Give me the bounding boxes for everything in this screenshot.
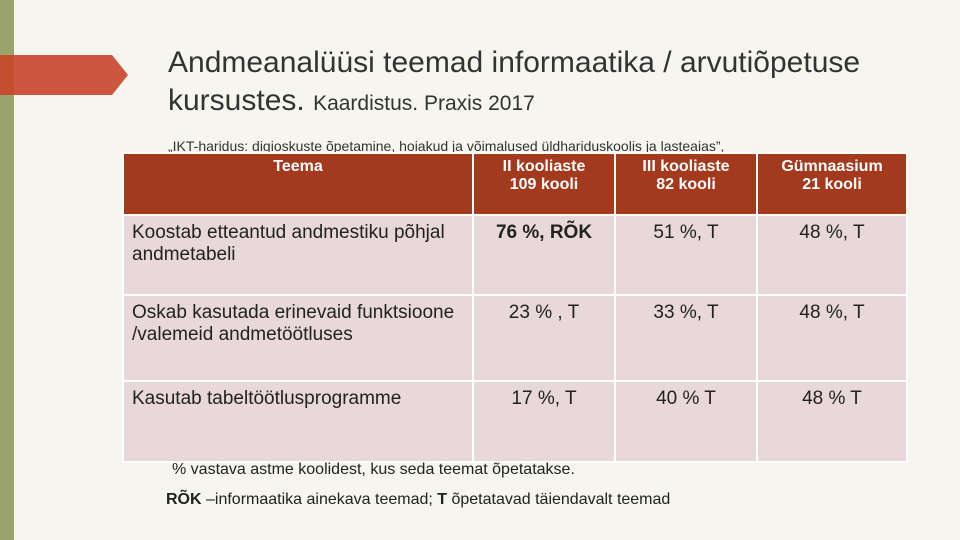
footnote-bold: T [437,491,448,508]
header-name: Gümnaasium [781,158,883,175]
header-cell: II kooliaste 109 kooli [472,152,616,216]
title-main: Andmeanalüüsi teemad informaatika / arvu… [168,46,861,117]
header-row: Teema II kooliaste 109 kooli III kooliaste 8… [122,152,908,216]
table-row: Koostab etteantud andmestiku põhjal andm… [122,214,908,296]
header-count: 21 kooli [802,176,862,193]
table-body: Koostab etteantud andmestiku põhjal andm… [122,214,908,463]
table-cell: 33 %, T [614,294,758,382]
footnote: % vastava astme koolidest, kus seda teem… [172,461,575,478]
table-cell: 48 %, T [756,214,908,296]
footnote-text: õpetatavad täiendavalt teemad [447,491,671,508]
table-cell: 48 %, T [756,294,908,382]
decoration [0,0,128,540]
header-count: 82 kooli [656,176,716,193]
table-cell: 76 %, RÕK [472,214,616,296]
table-row: Oskab kasutada erinevaid funktsioone /va… [122,294,908,382]
table: Teema II kooliaste 109 kooli III kooliaste 8… [122,152,908,463]
table-cell: Koostab etteantud andmestiku põhjal andm… [122,214,474,296]
table-cell: Oskab kasutada erinevaid funktsioone /va… [122,294,474,382]
header-name: II kooliaste [502,158,586,175]
header-name: Teema [273,158,323,175]
table-cell: Kasutab tabeltöötlusprogramme [122,380,474,463]
header-count: 109 kooli [509,176,579,193]
citation: „IKT-haridus: digioskuste õpetamine, hoi… [168,138,725,154]
table-cell: 40 % T [614,380,758,463]
header-cell: Teema [122,152,474,216]
table-cell: 23 % , T [472,294,616,382]
table-cell: 48 % T [756,380,908,463]
header-cell: Gümnaasium 21 kooli [756,152,908,216]
title: Andmeanalüüsi teemad informaatika / arvu… [168,44,948,123]
header-name: III kooliaste [642,158,730,175]
footnote-text: –informaatika ainekava teemad; [201,491,438,508]
header-cell: III kooliaste 82 kooli [614,152,758,216]
footnote: RÕK –informaatika ainekava teemad; T õpe… [166,491,670,509]
title-sub: Kaardistus. Praxis 2017 [313,92,535,115]
footnote-bold: RÕK [166,491,202,508]
table-cell: 17 %, T [472,380,616,463]
table-row: Kasutab tabeltöötlusprogramme 17 %, T 40 %… [122,380,908,463]
table-cell: 51 %, T [614,214,758,296]
